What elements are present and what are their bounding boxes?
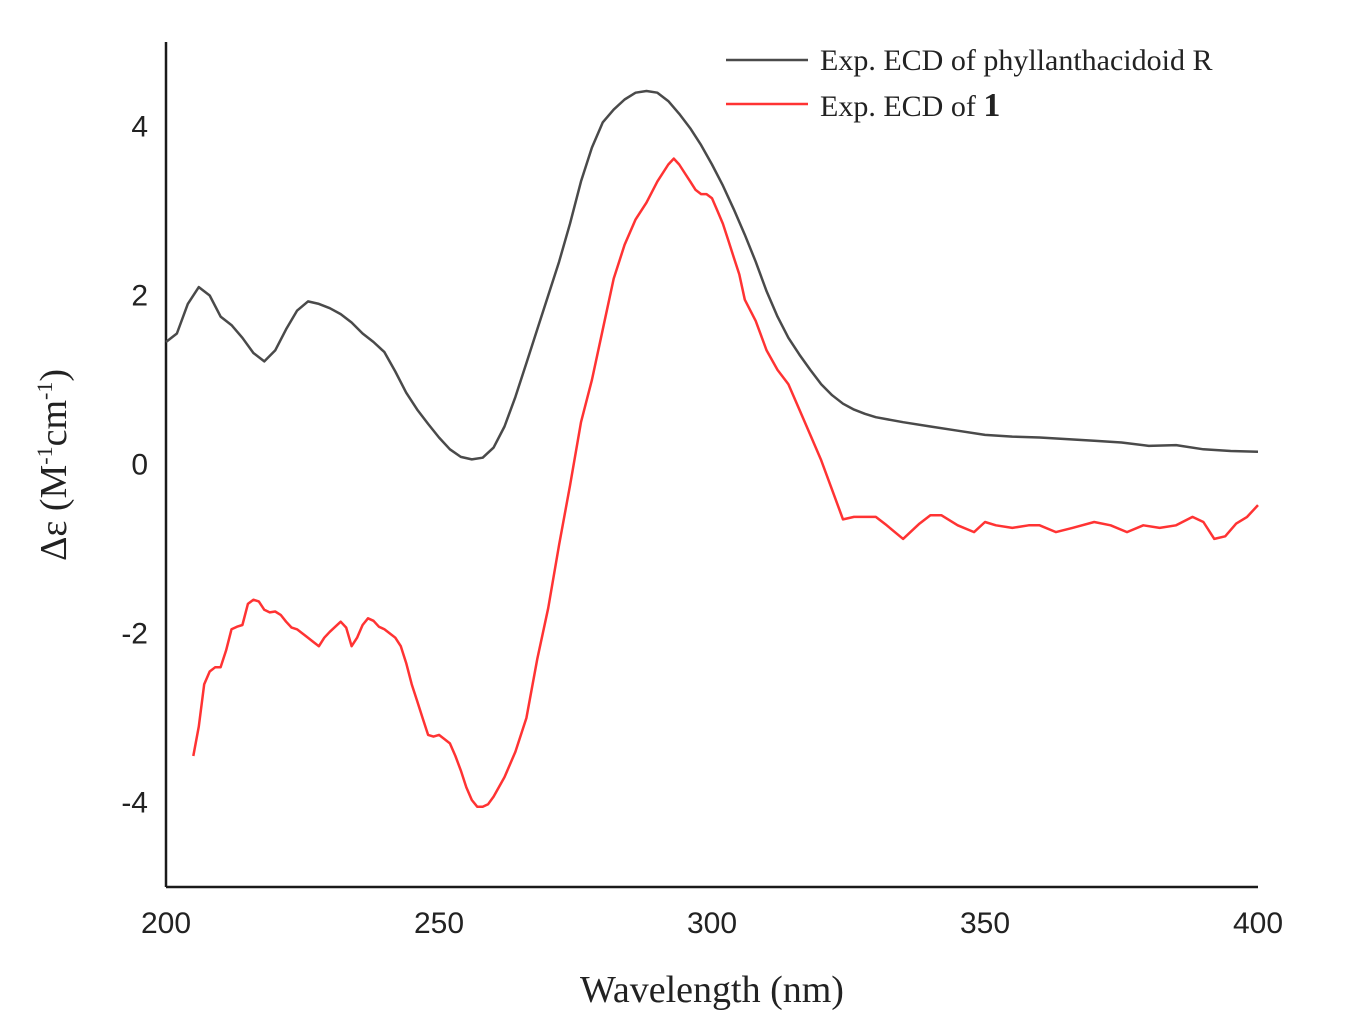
- y-tick-label: -4: [121, 787, 148, 820]
- y-axis-title-sup2: -1: [32, 382, 57, 400]
- y-tick-label: 2: [131, 280, 148, 313]
- x-tick-labels: 200 250 300 350 400: [141, 907, 1283, 940]
- legend-prefix-1: Exp. ECD of: [820, 90, 983, 123]
- legend-label-phyllanthacidoid-r: Exp. ECD of phyllanthacidoid R: [820, 44, 1212, 77]
- y-tick-labels: -4 -2 0 2 4: [121, 111, 148, 820]
- y-axis-title-main: Δε (M: [33, 465, 75, 561]
- y-axis-title-sup1: -1: [32, 446, 57, 464]
- y-tick-label: 4: [131, 111, 148, 144]
- legend-name-0: phyllanthacidoid R: [983, 44, 1212, 77]
- x-tick-label: 350: [960, 907, 1010, 940]
- y-tick-label: 0: [131, 449, 148, 482]
- y-axis-title: Δε (M-1cm-1): [32, 369, 75, 561]
- y-axis-title-end: ): [33, 369, 75, 382]
- legend-prefix-0: Exp. ECD of: [820, 44, 983, 77]
- x-tick-label: 400: [1233, 907, 1283, 940]
- y-tick-label: -2: [121, 618, 148, 651]
- x-tick-label: 250: [414, 907, 464, 940]
- series-group: [165, 89, 1259, 808]
- y-axis-title-mid: cm: [33, 400, 75, 446]
- legend-name-1: 1: [983, 87, 1000, 124]
- series-line-compound-1: [192, 157, 1259, 808]
- x-tick-label: 200: [141, 907, 191, 940]
- series-line-phyllanthacidoid-r: [165, 89, 1259, 461]
- legend-label-compound-1: Exp. ECD of 1: [820, 87, 1000, 124]
- legend: Exp. ECD of phyllanthacidoid R Exp. ECD …: [726, 44, 1212, 124]
- x-tick-label: 300: [687, 907, 737, 940]
- x-axis-title: Wavelength (nm): [580, 969, 844, 1011]
